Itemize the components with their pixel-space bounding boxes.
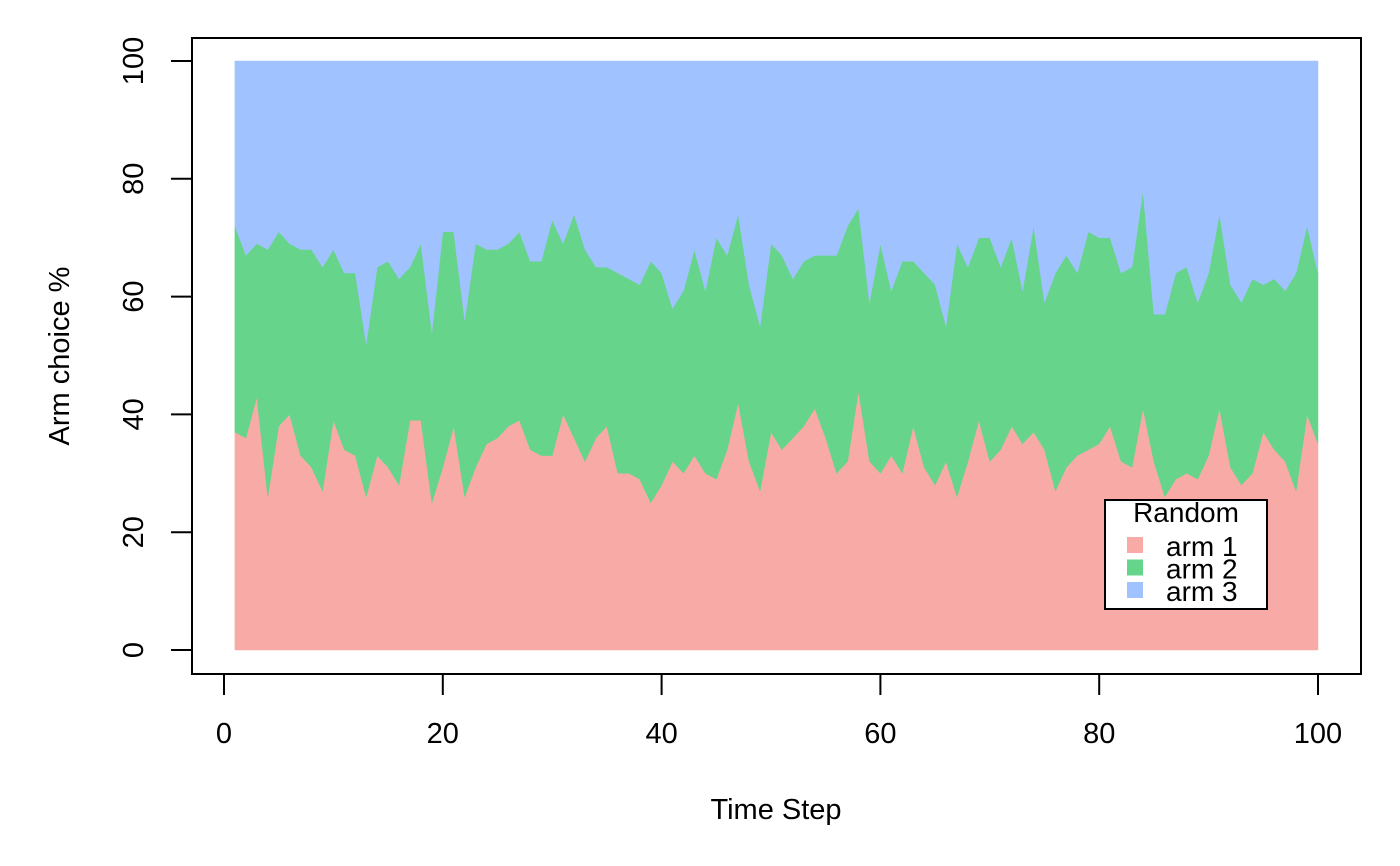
legend-label: arm 1 bbox=[1166, 531, 1238, 562]
x-tick-label: 60 bbox=[864, 718, 896, 750]
legend-label: arm 2 bbox=[1166, 554, 1238, 585]
x-tick-label: 80 bbox=[1083, 718, 1115, 750]
x-tick-label: 20 bbox=[427, 718, 459, 750]
y-tick-label: 0 bbox=[118, 642, 150, 658]
y-axis: 0 20 40 60 80 100 bbox=[118, 37, 193, 658]
area-series-group bbox=[234, 60, 1319, 651]
legend-title: Random bbox=[1133, 497, 1239, 528]
y-axis-label: Arm choice % bbox=[44, 267, 76, 446]
area-arm-3 bbox=[234, 60, 1319, 344]
x-axis: 0 20 40 60 80 100 bbox=[216, 673, 1342, 750]
y-tick-label: 100 bbox=[118, 37, 150, 85]
legend-swatch bbox=[1127, 582, 1143, 598]
y-tick-label: 80 bbox=[118, 163, 150, 195]
x-tick-label: 0 bbox=[216, 718, 232, 750]
y-tick-label: 60 bbox=[118, 280, 150, 312]
legend-swatch bbox=[1127, 537, 1143, 553]
y-tick-label: 20 bbox=[118, 516, 150, 548]
x-tick-label: 100 bbox=[1294, 718, 1342, 750]
y-tick-label: 40 bbox=[118, 398, 150, 430]
legend-label: arm 3 bbox=[1166, 576, 1238, 607]
x-tick-label: 40 bbox=[645, 718, 677, 750]
legend-swatch bbox=[1127, 559, 1143, 576]
x-axis-label: Time Step bbox=[710, 794, 841, 826]
